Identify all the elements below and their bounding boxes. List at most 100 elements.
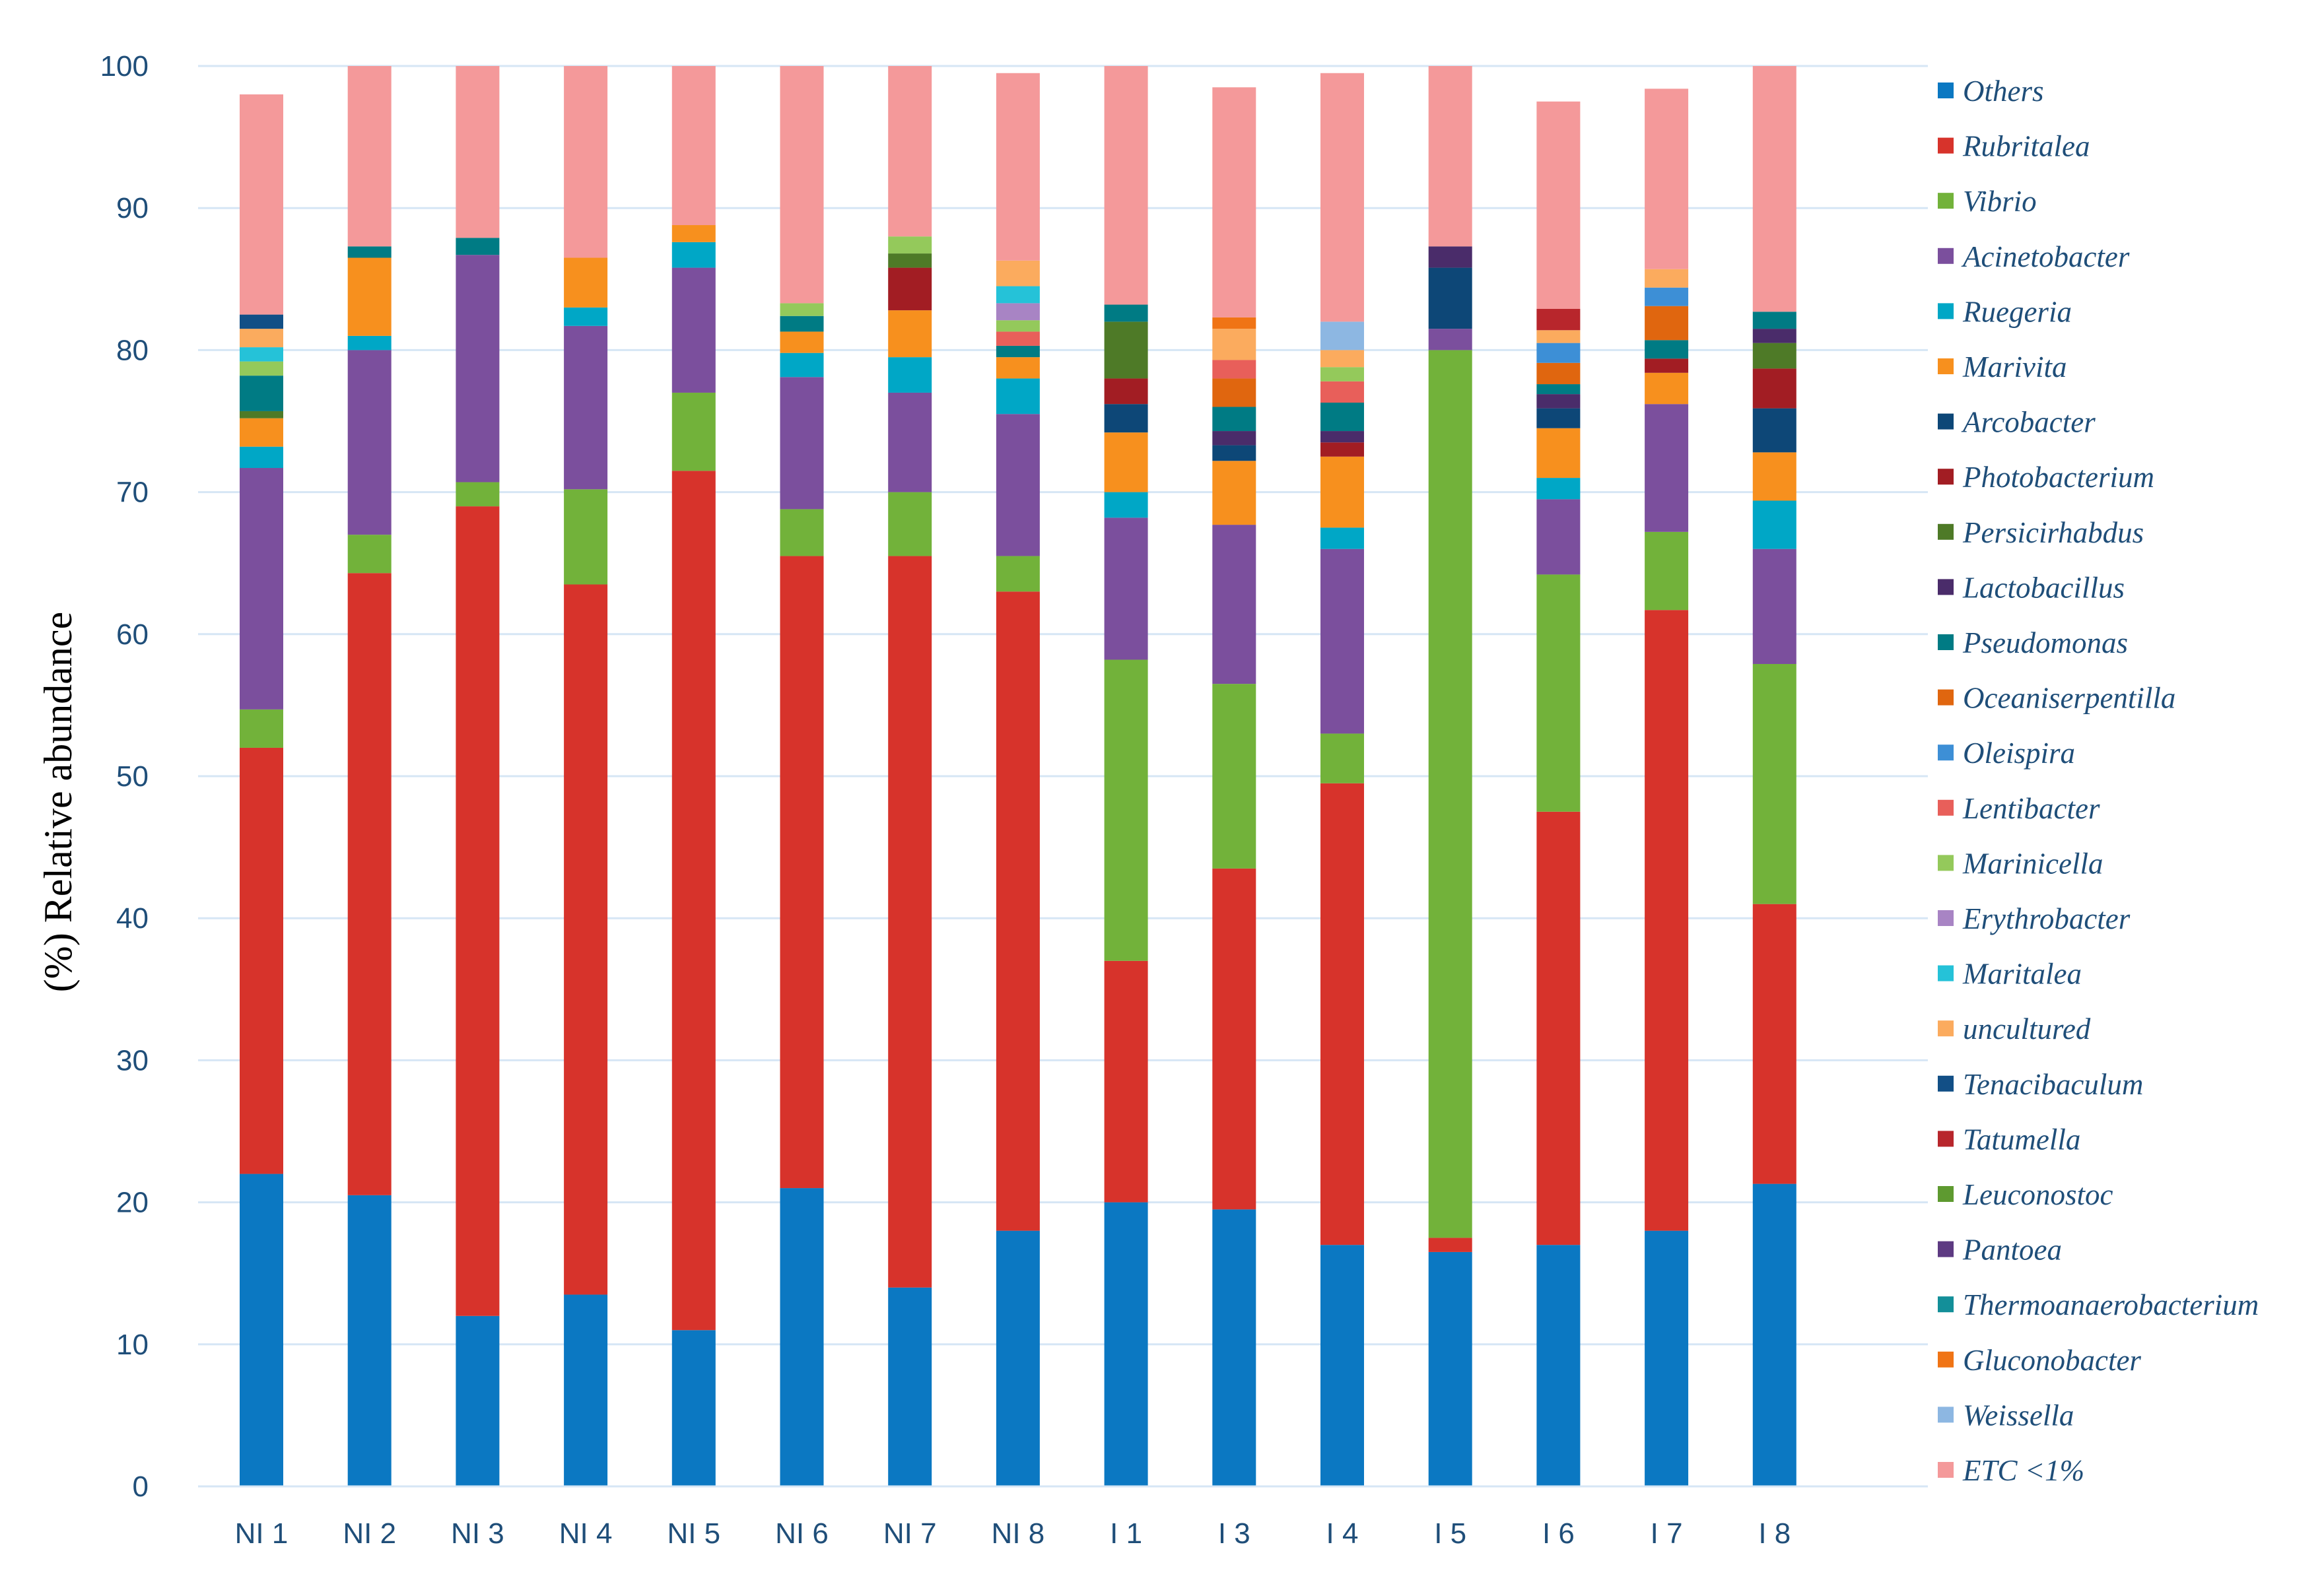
bar-segment	[564, 489, 608, 585]
bar-segment	[1212, 684, 1256, 869]
bar-segment	[1645, 269, 1689, 288]
bar-segment	[1104, 404, 1148, 433]
bar-segment	[1320, 403, 1364, 432]
bar-segment	[780, 509, 824, 556]
bar-segment	[671, 66, 716, 226]
bar-segment	[456, 66, 500, 238]
bar-segment	[456, 1315, 500, 1486]
bar-segment	[1212, 407, 1256, 432]
legend-item: uncultured	[1938, 1012, 2091, 1045]
x-tick-label: NI 3	[451, 1517, 504, 1550]
x-tick-label: I 8	[1758, 1517, 1791, 1550]
bar-segment	[240, 1174, 283, 1486]
bar-segment	[1752, 312, 1796, 329]
bar-segment	[996, 556, 1040, 592]
x-tick-label: NI 5	[667, 1517, 720, 1550]
bar-segment	[1752, 500, 1796, 549]
legend-swatch	[1938, 1407, 1954, 1423]
bar-segment	[1320, 73, 1364, 322]
legend-label: Photobacterium	[1962, 461, 2154, 494]
bar-segment	[671, 471, 716, 1331]
bar-segment	[1320, 548, 1364, 734]
legend-swatch	[1938, 358, 1954, 374]
legend-label: Oleispira	[1963, 737, 2075, 770]
y-tick-label: 100	[100, 50, 149, 83]
bar-segment	[1428, 329, 1472, 350]
legend-swatch	[1938, 965, 1954, 981]
legend-label: Tatumella	[1963, 1123, 2080, 1156]
legend-label: Lentibacter	[1962, 792, 2100, 825]
x-tick-label: NI 7	[883, 1517, 937, 1550]
bar-stack	[671, 66, 716, 1486]
bar-segment	[1104, 304, 1148, 322]
legend-item: Acinetobacter	[1938, 240, 2130, 273]
bar-segment	[1320, 381, 1364, 403]
bar-segment	[780, 377, 824, 510]
legend-label: Oceaniserpentilla	[1963, 682, 2175, 715]
bar-segment	[780, 1188, 824, 1486]
y-tick-label: 30	[116, 1044, 149, 1077]
bar-stack	[1536, 101, 1581, 1486]
legend-item: Oleispira	[1938, 737, 2075, 770]
legend-swatch	[1938, 303, 1954, 319]
bar-segment	[347, 66, 392, 247]
x-tick-label: NI 2	[343, 1517, 396, 1550]
x-tick-label: NI 4	[559, 1517, 613, 1550]
bar-segment	[671, 267, 716, 393]
legend-swatch	[1938, 634, 1954, 650]
bar-segment	[888, 556, 932, 1288]
bar-segment	[1104, 432, 1148, 492]
bar-segment	[347, 257, 392, 336]
bar-segment	[1104, 960, 1148, 1203]
legend-swatch	[1938, 1131, 1954, 1147]
bar-segment	[996, 357, 1040, 379]
bar-segment	[1645, 531, 1689, 611]
legend-swatch	[1938, 193, 1954, 209]
y-tick-label: 20	[116, 1187, 149, 1219]
bar-segment	[1752, 368, 1796, 409]
bar-stack	[780, 66, 824, 1486]
bar-segment	[1536, 394, 1581, 409]
bar-stack	[1320, 73, 1364, 1486]
bar-segment	[780, 556, 824, 1189]
legend-label: Gluconobacter	[1963, 1344, 2141, 1377]
bar-segment	[1752, 452, 1796, 501]
legend-label: Marinicella	[1962, 847, 2103, 880]
bar-segment	[780, 66, 824, 304]
y-axis-label: (%) Relative abundance	[36, 612, 80, 992]
bar-segment	[1320, 527, 1364, 549]
x-tick-label: NI 1	[235, 1517, 289, 1550]
bar-stack	[1428, 66, 1472, 1486]
bar-segment	[1645, 404, 1689, 532]
x-tick-label: NI 8	[992, 1517, 1045, 1550]
legend-swatch	[1938, 137, 1954, 154]
bar-segment	[347, 335, 392, 350]
bar-stack	[996, 73, 1040, 1486]
legend-label: Thermoanaerobacterium	[1963, 1288, 2259, 1321]
bar-segment	[1104, 517, 1148, 660]
bar-segment	[996, 260, 1040, 286]
bar-segment	[1212, 868, 1256, 1210]
bar-segment	[1645, 340, 1689, 359]
axes: 0 10 20 30 40 50 60 70 80 90 100 NI 1 NI 2 NI 3 NI 4 NI…	[100, 50, 1928, 1550]
legend-label: Arcobacter	[1961, 406, 2096, 439]
bar-segment	[564, 584, 608, 1295]
legend-label: ETC <1%	[1962, 1454, 2084, 1487]
x-tick-label: NI 6	[775, 1517, 829, 1550]
bar-segment	[1212, 525, 1256, 684]
bar-stack	[456, 66, 500, 1486]
legend-item: Lentibacter	[1938, 792, 2100, 825]
legend-label: Lactobacillus	[1962, 571, 2125, 604]
legend-swatch	[1938, 1462, 1954, 1478]
bar-segment	[240, 94, 283, 315]
bar-segment	[1536, 308, 1581, 331]
bar-stack	[240, 94, 283, 1486]
bar-segment	[1536, 408, 1581, 428]
legend-label: Persicirhabdus	[1962, 516, 2144, 549]
bar-segment	[1752, 408, 1796, 453]
y-tick-label: 40	[116, 902, 149, 935]
bar-segment	[1212, 461, 1256, 525]
bar-segment	[888, 236, 932, 254]
y-tick-label: 70	[116, 477, 149, 509]
bar-segment	[1104, 1202, 1148, 1486]
